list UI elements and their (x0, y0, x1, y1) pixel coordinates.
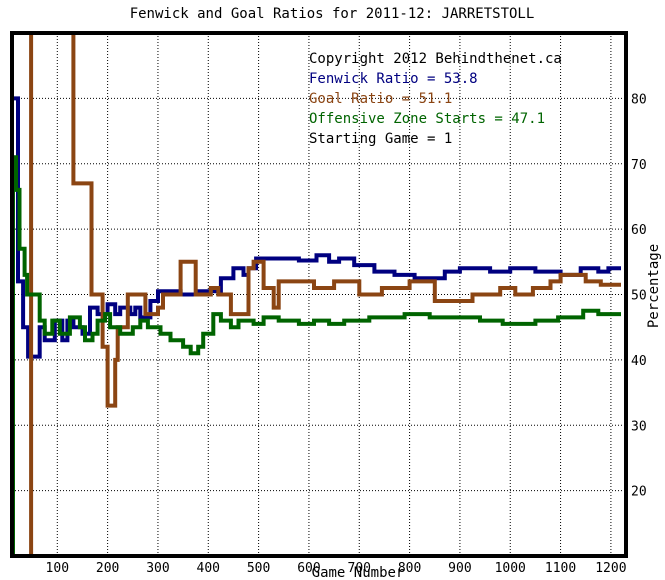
y-tick-label: 60 (631, 223, 647, 238)
annotation-3: Offensive Zone Starts = 47.1 (309, 111, 545, 127)
x-tick-label: 1000 (495, 561, 526, 576)
annotation-2: Goal Ratio = 51.1 (309, 91, 452, 107)
annotation-1: Fenwick Ratio = 53.8 (309, 71, 478, 87)
series-line-goal-ratio (29, 33, 621, 556)
chart-title: Fenwick and Goal Ratios for 2011-12: JAR… (130, 6, 535, 22)
series-line-offensive-zone-starts (12, 155, 621, 556)
x-tick-label: 400 (197, 561, 220, 576)
x-tick-label: 800 (398, 561, 421, 576)
series-layer (12, 33, 621, 556)
y-tick-label: 20 (631, 485, 647, 500)
legend: Copyright 2012 Behindthenet.ca Fenwick Ra… (309, 51, 562, 147)
y-axis-label: Percentage (646, 244, 662, 328)
x-tick-label: 1100 (545, 561, 576, 576)
x-tick-label: 200 (96, 561, 119, 576)
annotation-4: Starting Game = 1 (309, 131, 452, 147)
y-tick-label: 80 (631, 92, 647, 107)
y-tick-label: 40 (631, 354, 647, 369)
annotation-0: Copyright 2012 Behindthenet.ca (309, 51, 562, 67)
x-tick-label: 500 (247, 561, 270, 576)
x-tick-label: 900 (448, 561, 471, 576)
y-axis-ticks: 20 30 40 50 60 70 80 (631, 92, 647, 499)
grid (12, 33, 626, 556)
x-tick-label: 300 (146, 561, 169, 576)
x-tick-label: 600 (297, 561, 320, 576)
x-axis-label: Game Number (312, 565, 405, 580)
x-tick-label: 700 (348, 561, 371, 576)
x-axis-ticks: 100 200 300 400 500 600 700 800 900 1000 1100 1200 (46, 561, 627, 576)
x-tick-label: 100 (46, 561, 69, 576)
y-tick-label: 50 (631, 289, 647, 304)
plot-border (10, 31, 628, 558)
y-tick-label: 70 (631, 158, 647, 173)
y-tick-label: 30 (631, 419, 647, 434)
x-tick-label: 1200 (595, 561, 626, 576)
